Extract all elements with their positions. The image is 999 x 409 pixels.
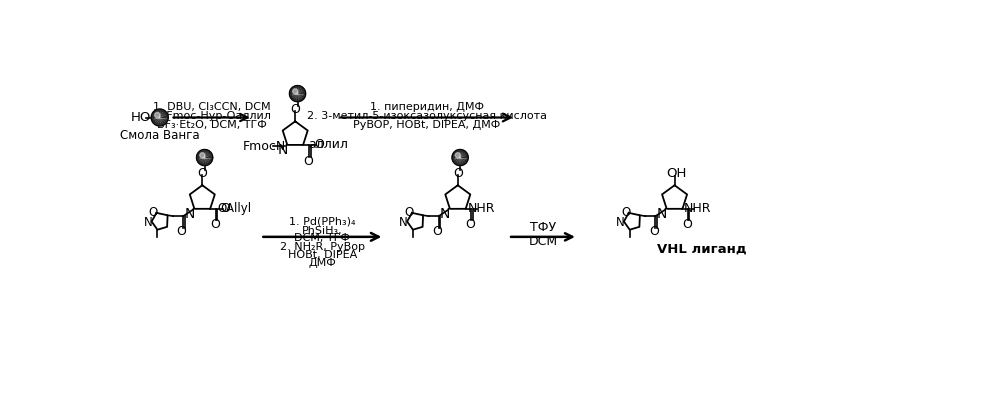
Circle shape xyxy=(456,153,461,158)
Text: 1. Pd(PPh₃)₄: 1. Pd(PPh₃)₄ xyxy=(289,216,356,226)
Circle shape xyxy=(155,113,160,119)
Text: 2. 3-метил-5-изоксазолуксусная кислота: 2. 3-метил-5-изоксазолуксусная кислота xyxy=(307,110,546,121)
Circle shape xyxy=(200,153,205,158)
Polygon shape xyxy=(290,86,306,103)
Text: BF₃·Et₂O, DCM, ТГФ: BF₃·Et₂O, DCM, ТГФ xyxy=(157,120,267,130)
Text: 2. NH₂R, PyBop: 2. NH₂R, PyBop xyxy=(280,241,365,251)
Circle shape xyxy=(293,90,298,95)
Text: HOBt, DIPEA: HOBt, DIPEA xyxy=(288,249,357,259)
Text: OH: OH xyxy=(666,166,687,180)
Text: O: O xyxy=(304,155,314,167)
Text: O: O xyxy=(432,225,442,238)
Text: O: O xyxy=(405,206,414,219)
Text: PyBOP, HOBt, DIPEA, ДМФ: PyBOP, HOBt, DIPEA, ДМФ xyxy=(354,120,500,130)
Polygon shape xyxy=(151,110,168,127)
Text: 2. Fmoc-Hyp-Oаллил: 2. Fmoc-Hyp-Oаллил xyxy=(152,110,271,121)
Text: аллил: аллил xyxy=(309,138,349,151)
Text: O: O xyxy=(453,166,463,180)
Polygon shape xyxy=(197,150,213,166)
Text: O: O xyxy=(648,225,658,238)
Text: PhSiH₃,: PhSiH₃, xyxy=(302,225,343,235)
Text: ДМФ: ДМФ xyxy=(309,257,337,267)
Text: HO: HO xyxy=(131,110,151,124)
Text: N: N xyxy=(657,207,667,220)
Text: FmocN: FmocN xyxy=(243,139,286,153)
Text: O: O xyxy=(314,138,324,151)
Text: O: O xyxy=(682,218,692,230)
Text: NHR: NHR xyxy=(468,202,495,215)
Text: OAllyl: OAllyl xyxy=(218,202,252,215)
Text: VHL лиганд: VHL лиганд xyxy=(657,242,746,255)
Text: Смола Ванга: Смола Ванга xyxy=(120,128,200,142)
Text: NHR: NHR xyxy=(684,202,711,215)
Text: 1. пиперидин, ДМФ: 1. пиперидин, ДМФ xyxy=(370,101,484,111)
Text: N: N xyxy=(616,216,624,229)
Text: DCM, ТГФ: DCM, ТГФ xyxy=(295,232,351,242)
Text: 1. DBU, Cl₃CCN, DCM: 1. DBU, Cl₃CCN, DCM xyxy=(153,101,271,111)
Text: O: O xyxy=(210,218,220,230)
Text: N: N xyxy=(278,143,288,157)
Text: DCM: DCM xyxy=(528,235,557,247)
Text: O: O xyxy=(466,218,476,230)
Text: O: O xyxy=(198,166,207,180)
Text: N: N xyxy=(185,207,195,220)
Text: N: N xyxy=(400,216,408,229)
Text: O: O xyxy=(621,206,630,219)
Text: N: N xyxy=(441,207,451,220)
Text: N: N xyxy=(144,216,153,229)
Text: ТФУ: ТФУ xyxy=(529,221,556,234)
Text: O: O xyxy=(177,225,187,238)
Text: O: O xyxy=(149,206,158,219)
Text: O: O xyxy=(221,202,230,215)
Polygon shape xyxy=(452,150,469,166)
Text: O: O xyxy=(291,103,300,116)
